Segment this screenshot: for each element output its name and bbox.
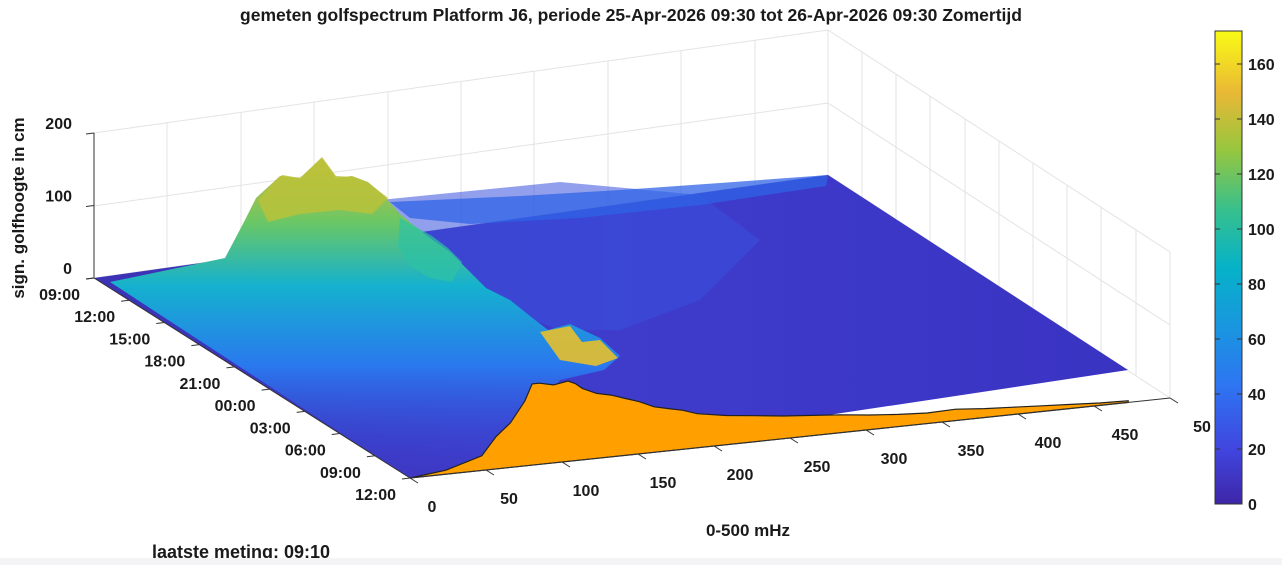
y-tick-label: 12:00 xyxy=(74,309,115,326)
colorbar-tick-label: 160 xyxy=(1248,57,1275,74)
y-tick-label: 09:00 xyxy=(39,287,80,304)
x-axis-label: 0-500 mHz xyxy=(706,521,790,540)
x-tick-mark xyxy=(561,461,571,468)
surface-ridge xyxy=(110,158,620,478)
z-tick-label: 0 xyxy=(63,261,72,278)
y-tick-label: 06:00 xyxy=(285,443,326,460)
x-axis-line xyxy=(409,397,1171,479)
z-tick-mark xyxy=(85,132,95,135)
x-axis: 0 50 100 150 200 250 300 350 400 450 50 xyxy=(409,397,1211,516)
latest-spectrum-fill xyxy=(409,380,1129,479)
surface-ridge-peak xyxy=(258,157,388,222)
y-tick-label: 12:00 xyxy=(355,487,396,504)
colorbar-tick-label: 20 xyxy=(1248,442,1266,459)
y-tick-mark xyxy=(226,366,235,369)
x-tick-mark xyxy=(637,453,647,460)
y-tick-mark xyxy=(366,455,375,458)
x-tick-mark xyxy=(485,469,495,476)
y-tick-mark xyxy=(296,410,305,413)
x-tick-mark xyxy=(1169,397,1179,404)
chart-title: gemeten golfspectrum Platform J6, period… xyxy=(240,5,1022,25)
colorbar-tick-label: 80 xyxy=(1248,277,1266,294)
y-tick-mark xyxy=(401,477,411,480)
y-axis: 09:00 12:00 15:00 18:00 21:00 00:00 03:00 06:00… xyxy=(39,277,411,504)
x-tick-label: 50 xyxy=(1193,419,1211,436)
surface-back-plateau xyxy=(390,175,828,224)
bottom-strip xyxy=(0,558,1282,565)
x-tick-label: 0 xyxy=(428,499,437,516)
z-axis: 0 100 200 xyxy=(45,116,95,280)
x-tick-mark xyxy=(713,445,723,452)
y-tick-mark xyxy=(191,344,200,347)
y-tick-mark xyxy=(85,277,95,280)
colorbar-ticks: 0 20 40 60 80 100 120 140 160 xyxy=(1215,57,1275,514)
colorbar xyxy=(1214,30,1243,505)
x-tick-label: 450 xyxy=(1112,427,1139,444)
x-tick-mark xyxy=(409,477,419,484)
x-tick-label: 300 xyxy=(881,451,908,468)
x-tick-label: 150 xyxy=(650,475,677,492)
colorbar-tick-label: 100 xyxy=(1248,222,1275,239)
y-axis-line xyxy=(93,277,411,479)
y-tick-mark xyxy=(156,321,165,324)
y-tick-label: 18:00 xyxy=(144,354,185,371)
colorbar-tick-label: 140 xyxy=(1248,112,1275,129)
x-tick-label: 200 xyxy=(727,467,754,484)
z-tick-label: 200 xyxy=(45,116,72,133)
x-tick-mark xyxy=(1017,413,1027,420)
x-tick-mark xyxy=(865,429,875,436)
y-tick-mark xyxy=(331,433,340,436)
y-tick-label: 00:00 xyxy=(215,398,256,415)
colorbar-tick-label: 40 xyxy=(1248,387,1266,404)
z-tick-label: 100 xyxy=(45,189,72,206)
y-tick-mark xyxy=(261,388,270,391)
y-tick-mark xyxy=(121,299,130,302)
y-tick-label: 03:00 xyxy=(250,420,291,437)
surface-ridge-peak-2 xyxy=(540,326,618,366)
y-tick-label: 09:00 xyxy=(320,465,361,482)
y-tick-label: 21:00 xyxy=(180,376,221,393)
colorbar-tick-label: 0 xyxy=(1248,497,1257,514)
z-axis-label: sign. golfhoogte in cm xyxy=(9,117,28,298)
x-tick-label: 400 xyxy=(1035,435,1062,452)
x-tick-label: 250 xyxy=(804,459,831,476)
z-tick-mark xyxy=(85,205,95,207)
x-tick-mark xyxy=(941,421,951,428)
x-tick-label: 100 xyxy=(573,483,600,500)
x-tick-mark xyxy=(789,437,799,444)
x-tick-mark xyxy=(1093,405,1103,412)
x-tick-label: 350 xyxy=(958,443,985,460)
colorbar-tick-label: 120 xyxy=(1248,167,1275,184)
y-tick-label: 15:00 xyxy=(109,331,150,348)
surface-ridge-mid xyxy=(398,218,462,282)
colorbar-tick-label: 60 xyxy=(1248,332,1266,349)
x-tick-label: 50 xyxy=(500,491,518,508)
latest-measurement-text: laatste meting: 09:10 xyxy=(152,542,331,562)
